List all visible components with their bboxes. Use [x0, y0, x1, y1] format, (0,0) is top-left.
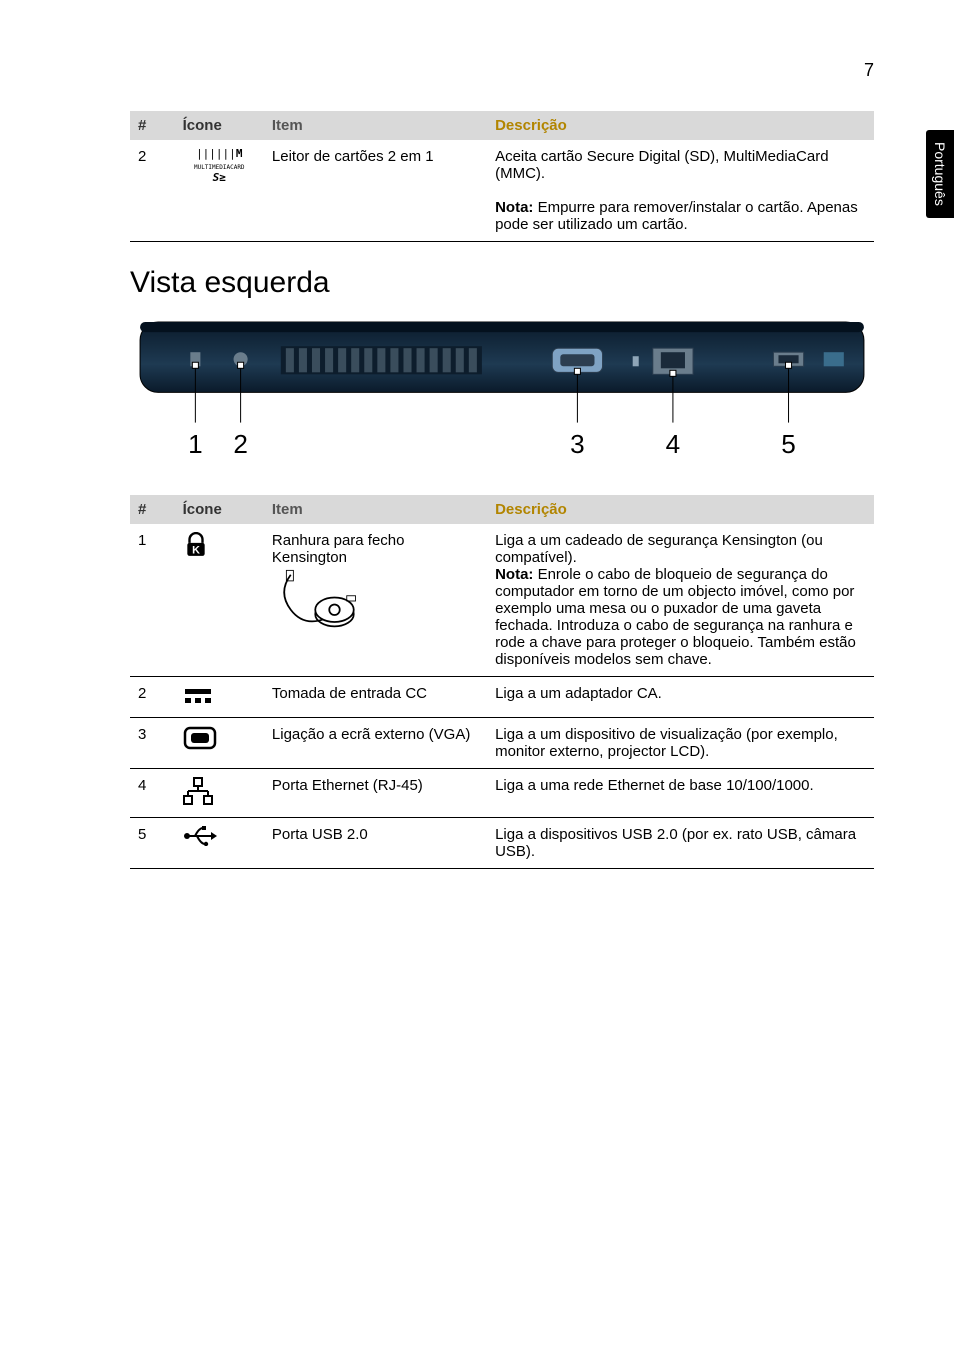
table-row: 1 K Ranhura para fecho Kensington	[130, 524, 874, 677]
row-num: 5	[130, 817, 175, 868]
table2-header-desc: Descrição	[487, 495, 874, 524]
row-num: 4	[130, 768, 175, 817]
row-item: Ranhura para fecho Kensington	[264, 524, 487, 677]
row-desc: Liga a um cadeado de segurança Kensingto…	[487, 524, 874, 677]
note-text: Empurre para remover/instalar o cartão. …	[495, 199, 858, 233]
desc-text: Aceita cartão Secure Digital (SD), Multi…	[495, 148, 828, 182]
table-row: 5 Porta USB 2.0 Liga a dispositivos USB …	[130, 817, 874, 868]
vga-icon	[175, 717, 264, 768]
svg-text:K: K	[192, 545, 200, 557]
row-desc: Liga a um adaptador CA.	[487, 676, 874, 717]
row-num: 1	[130, 524, 175, 677]
note-label: Nota:	[495, 566, 533, 583]
laptop-left-view-figure: 1 2 3 4 5	[130, 312, 874, 473]
kensington-lock-icon: K	[175, 524, 264, 677]
ethernet-icon	[175, 768, 264, 817]
note-text: Enrole o cabo de bloqueio de segurança d…	[495, 566, 856, 668]
usb-icon	[175, 817, 264, 868]
table2-header-num: #	[130, 495, 175, 524]
row-num: 2	[130, 140, 175, 242]
row-item: Tomada de entrada CC	[264, 676, 487, 717]
language-tab: Português	[926, 130, 954, 218]
table-row: 2 ||||||MMULTIMEDIACARDS≥ Leitor de cart…	[130, 140, 874, 242]
row-num: 2	[130, 676, 175, 717]
table2-header-item: Item	[264, 495, 487, 524]
row-desc: Liga a um dispositivo de visualização (p…	[487, 717, 874, 768]
multimediacard-sd-icon: ||||||MMULTIMEDIACARDS≥	[175, 140, 264, 242]
row-num: 3	[130, 717, 175, 768]
callout-5: 5	[781, 429, 796, 459]
page-number: 7	[130, 60, 874, 81]
callout-3: 3	[570, 429, 585, 459]
table-row: 4 Porta Ethernet (RJ-45) Liga a uma rede…	[130, 768, 874, 817]
table1-header-num: #	[130, 111, 175, 140]
callout-1: 1	[188, 429, 203, 459]
row-desc: Liga a uma rede Ethernet de base 10/100/…	[487, 768, 874, 817]
table-row: 3 Ligação a ecrã externo (VGA) Liga a um…	[130, 717, 874, 768]
dc-in-icon	[175, 676, 264, 717]
table1-header-desc: Descrição	[487, 111, 874, 140]
lock-cable-illustration	[272, 566, 362, 636]
callout-2: 2	[233, 429, 248, 459]
page-container: 7 # Ícone Item Descrição 2 ||||||MMULTIM…	[0, 0, 954, 953]
row-item-text: Ranhura para fecho Kensington	[272, 532, 405, 566]
row-item: Leitor de cartões 2 em 1	[264, 140, 487, 242]
table-card-reader: # Ícone Item Descrição 2 ||||||MMULTIMED…	[130, 111, 874, 242]
row-desc: Aceita cartão Secure Digital (SD), Multi…	[487, 140, 874, 242]
row-item: Porta USB 2.0	[264, 817, 487, 868]
table-row: 2 Tomada de entrada CC Liga a um adaptad…	[130, 676, 874, 717]
table-left-view: # Ícone Item Descrição 1 K Ranhura para …	[130, 495, 874, 869]
table1-header-item: Item	[264, 111, 487, 140]
table1-header-icon: Ícone	[175, 111, 264, 140]
desc-text: Liga a um cadeado de segurança Kensingto…	[495, 532, 823, 566]
row-desc: Liga a dispositivos USB 2.0 (por ex. rat…	[487, 817, 874, 868]
row-item: Ligação a ecrã externo (VGA)	[264, 717, 487, 768]
section-title: Vista esquerda	[130, 266, 874, 300]
note-label: Nota:	[495, 199, 533, 216]
callout-4: 4	[666, 429, 681, 459]
table2-header-icon: Ícone	[175, 495, 264, 524]
row-item: Porta Ethernet (RJ-45)	[264, 768, 487, 817]
